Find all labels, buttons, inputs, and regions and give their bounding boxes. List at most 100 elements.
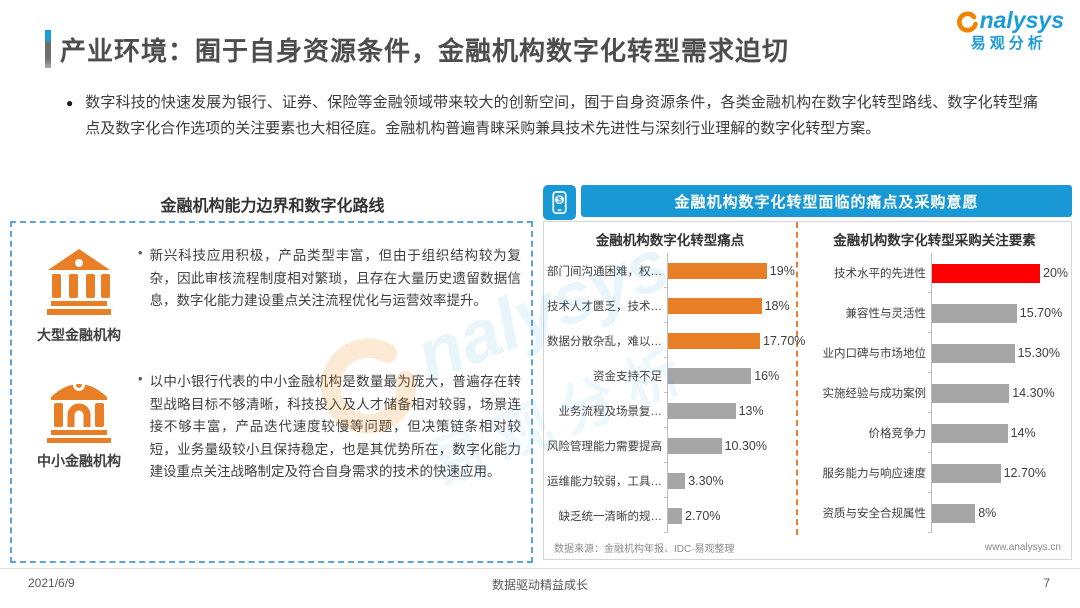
chart-pain-points: 金融机构数字化转型痛点 部门间沟通困难，权… 19% 技术人才匮乏，技术… 18% 数据…: [544, 222, 805, 535]
value-label: 8%: [978, 506, 997, 520]
footer-divider: [0, 568, 1080, 569]
small-bank-icon: [26, 371, 132, 448]
institution-description-text: 新兴科技应用积极，产品类型丰富，但由于组织结构较为复杂，因此审核流程制度相对繁琐…: [149, 248, 521, 308]
bar: [668, 402, 736, 419]
value-label: 12.70%: [1003, 466, 1046, 480]
bar-track: 20%: [928, 253, 1071, 293]
value-label: 20%: [1043, 266, 1069, 280]
left-panel: 大型金融机构 • 新兴科技应用积极，产品类型丰富，但由于组织结构较为复杂，因此审核流…: [10, 221, 533, 563]
chart-bar-row: 价格竞争力 14%: [798, 413, 1071, 453]
bar-track: 8%: [928, 493, 1071, 533]
bar-track: 14%: [928, 413, 1071, 453]
chart-title: 金融机构数字化转型痛点: [595, 233, 745, 248]
bar: [668, 332, 760, 349]
chart-rows: 部门间沟通困难，权… 19% 技术人才匮乏，技术… 18% 数据分散杂乱，难以… 17.7…: [544, 253, 805, 535]
bar-track: 17.70%: [663, 323, 806, 358]
left-panel-items: 大型金融机构 • 新兴科技应用积极，产品类型丰富，但由于组织结构较为复杂，因此审核流…: [26, 245, 521, 484]
bar: [668, 262, 767, 279]
right-panel: 金融机构数字化转型痛点 部门间沟通困难，权… 19% 技术人才匮乏，技术… 18% 数据…: [543, 221, 1072, 560]
bar-track: 16%: [664, 358, 796, 393]
logo-brand-rest: nalysys: [979, 7, 1064, 34]
bar-track: 19%: [664, 253, 796, 288]
svg-text:$: $: [557, 195, 562, 204]
bar: [932, 343, 1015, 363]
value-label: 10.30%: [724, 438, 767, 453]
right-panel-header-title: 金融机构数字化转型面临的痛点及采购意愿: [581, 185, 1072, 217]
bar: [668, 507, 682, 524]
bar-track: 15.30%: [928, 333, 1071, 373]
chart-purchase-factors: 金融机构数字化转型采购关注要素 技术水平的先进性 20% 兼容性与灵活性 15.70%…: [796, 222, 1071, 535]
institution-description: • 新兴科技应用积极，产品类型丰富，但由于组织结构较为复杂，因此审核流程制度相对繁…: [138, 245, 521, 313]
category-label: 风险管理能力需要提高: [547, 440, 662, 453]
chart-title: 金融机构数字化转型采购关注要素: [833, 233, 1036, 248]
footer-slogan: 数据驱动精益成长: [491, 578, 588, 592]
chart-bar-row: 数据分散杂乱，难以… 17.70%: [544, 323, 805, 358]
bar-track: 15.70%: [928, 293, 1071, 333]
institution-description: • 以中小银行代表的中小金融机构是数量最为庞大，普遍存在转型战略目标不够清晰，科技…: [138, 371, 521, 484]
chart-bar-row: 缺乏统一清晰的规… 2.70%: [544, 498, 796, 533]
value-label: 15.30%: [1017, 346, 1060, 360]
chart-bar-row: 兼容性与灵活性 15.70%: [798, 293, 1071, 333]
intro-paragraph: ● 数字科技的快速发展为银行、证券、保险等金融领域带来较大的创新空间，囿于自身资…: [66, 90, 1038, 142]
category-label: 缺乏统一清晰的规…: [558, 510, 663, 523]
logo-subtitle: 易观分析: [970, 35, 1047, 52]
value-label: 19%: [769, 263, 795, 278]
institution-description-text: 以中小银行代表的中小金融机构是数量最为庞大，普遍存在转型战略目标不够清晰，科技投…: [149, 374, 521, 479]
bullet-icon: •: [138, 371, 143, 386]
page-title: 产业环境：囿于自身资源条件，金融机构数字化转型需求迫切: [60, 36, 790, 66]
institution-label: 中小金融机构: [37, 453, 121, 469]
value-label: 15.70%: [1019, 306, 1063, 320]
value-label: 16%: [754, 368, 780, 383]
category-label: 技术人才匮乏，技术…: [547, 300, 662, 313]
chart-bar-row: 服务能力与响应速度 12.70%: [798, 453, 1071, 493]
bar: [932, 263, 1040, 283]
bar-track: 14.30%: [928, 373, 1071, 413]
bar-track: 18%: [664, 288, 796, 323]
bullet-icon: ●: [66, 96, 74, 110]
chart-source-row: 数据来源：金融机构年报、IDC·易观整理 www.analysys.cn: [544, 535, 1071, 559]
category-label: 资质与安全合规属性: [822, 508, 927, 520]
category-label: 服务能力与响应速度: [822, 468, 927, 480]
bar: [932, 303, 1017, 323]
chart-rows: 技术水平的先进性 20% 兼容性与灵活性 15.70% 业内口碑与市场地位 15.30% 实…: [798, 253, 1071, 535]
charts-container: 金融机构数字化转型痛点 部门间沟通困难，权… 19% 技术人才匮乏，技术… 18% 数据…: [544, 222, 1071, 535]
website-url: www.analysys.cn: [984, 541, 1061, 553]
bar-track: 13%: [664, 393, 796, 428]
title-accent-bar: [45, 30, 51, 68]
logo-swirl-icon: [956, 11, 978, 33]
chart-bar-row: 技术人才匮乏，技术… 18%: [544, 288, 796, 323]
bar: [668, 367, 752, 384]
chart-bar-row: 技术水平的先进性 20%: [798, 253, 1071, 293]
category-label: 数据分散杂乱，难以…: [547, 335, 662, 348]
bar-track: 2.70%: [664, 498, 796, 533]
bar: [932, 503, 976, 523]
bar: [932, 463, 1001, 483]
bar: [668, 297, 762, 314]
institution-icon-block: 中小金融机构: [26, 371, 132, 471]
bar: [668, 437, 722, 454]
chart-bar-row: 资金支持不足 16%: [544, 358, 796, 393]
category-label: 业务流程及场景复…: [558, 405, 663, 418]
left-panel-title: 金融机构能力边界和数字化路线: [160, 198, 385, 215]
category-label: 兼容性与灵活性: [845, 308, 927, 320]
value-label: 14.30%: [1012, 386, 1055, 400]
bullet-icon: •: [138, 245, 143, 260]
large-bank-icon: [26, 245, 132, 322]
value-label: 17.70%: [763, 333, 806, 348]
bar: [668, 472, 686, 489]
bar-track: 10.30%: [664, 428, 796, 463]
chart-bar-row: 业内口碑与市场地位 15.30%: [798, 333, 1071, 373]
bar-track: 3.30%: [664, 463, 796, 498]
institution-item: 大型金融机构 • 新兴科技应用积极，产品类型丰富，但由于组织结构较为复杂，因此审核流…: [26, 245, 521, 345]
chart-bar-row: 实施经验与成功案例 14.30%: [798, 373, 1071, 413]
institution-icon-block: 大型金融机构: [26, 245, 132, 345]
data-source-note: 数据来源：金融机构年报、IDC·易观整理: [554, 543, 735, 555]
value-label: 14%: [1010, 426, 1036, 440]
bar-track: 12.70%: [928, 453, 1071, 493]
value-label: 2.70%: [685, 508, 721, 523]
chart-bar-row: 业务流程及场景复… 13%: [544, 393, 796, 428]
value-label: 13%: [738, 403, 764, 418]
chart-bar-row: 风险管理能力需要提高 10.30%: [544, 428, 796, 463]
category-label: 价格竞争力: [868, 428, 927, 440]
